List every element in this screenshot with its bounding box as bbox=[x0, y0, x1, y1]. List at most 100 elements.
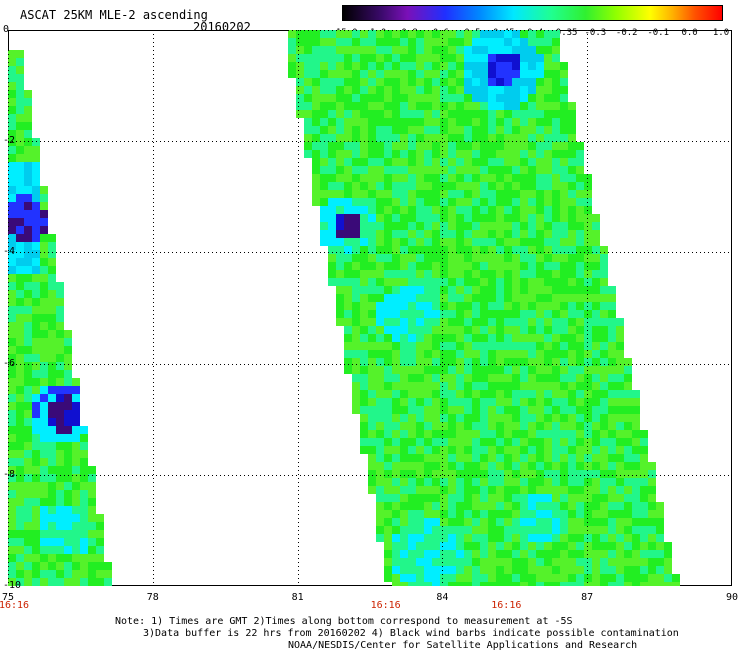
swath-cell bbox=[56, 306, 64, 314]
swath-cell bbox=[504, 374, 512, 382]
swath-cell bbox=[560, 326, 568, 334]
swath-cell bbox=[504, 358, 512, 366]
swath-cell bbox=[392, 414, 400, 422]
swath-cell bbox=[440, 350, 448, 358]
swath-cell bbox=[648, 566, 656, 574]
swath-cell bbox=[496, 150, 504, 158]
swath-cell bbox=[496, 230, 504, 238]
swath-cell bbox=[520, 310, 528, 318]
swath-cell bbox=[320, 54, 328, 62]
swath-cell bbox=[592, 558, 600, 566]
swath-cell bbox=[632, 542, 640, 550]
swath-cell bbox=[48, 266, 56, 274]
swath-cell bbox=[448, 510, 456, 518]
swath-cell bbox=[432, 46, 440, 54]
swath-cell bbox=[64, 426, 72, 434]
swath-cell bbox=[448, 374, 456, 382]
swath-cell bbox=[24, 370, 32, 378]
swath-cell bbox=[16, 202, 24, 210]
swath-cell bbox=[536, 542, 544, 550]
swath-cell bbox=[32, 162, 40, 170]
swath-cell bbox=[648, 470, 656, 478]
swath-cell bbox=[504, 62, 512, 70]
swath-cell bbox=[536, 222, 544, 230]
swath-cell bbox=[16, 266, 24, 274]
swath-cell bbox=[328, 142, 336, 150]
swath-cell bbox=[344, 38, 352, 46]
swath-cell bbox=[568, 262, 576, 270]
swath-cell bbox=[496, 94, 504, 102]
swath-cell bbox=[344, 70, 352, 78]
swath-cell bbox=[16, 322, 24, 330]
swath-cell bbox=[80, 562, 88, 570]
swath-cell bbox=[48, 538, 56, 546]
swath-cell bbox=[376, 366, 384, 374]
swath-cell bbox=[560, 142, 568, 150]
swath-cell bbox=[16, 258, 24, 266]
swath-cell bbox=[424, 342, 432, 350]
swath-cell bbox=[552, 94, 560, 102]
swath-cell bbox=[368, 166, 376, 174]
swath-cell bbox=[48, 434, 56, 442]
swath-cell bbox=[376, 54, 384, 62]
swath-cell bbox=[640, 470, 648, 478]
swath-cell bbox=[24, 498, 32, 506]
swath-cell bbox=[624, 526, 632, 534]
swath-cell bbox=[64, 450, 72, 458]
colorbar-label: -0.35 bbox=[550, 28, 578, 38]
swath-cell bbox=[352, 342, 360, 350]
swath-cell bbox=[336, 142, 344, 150]
swath-cell bbox=[472, 182, 480, 190]
swath-cell bbox=[376, 294, 384, 302]
swath-cell bbox=[400, 422, 408, 430]
swath-cell bbox=[488, 110, 496, 118]
swath-cell bbox=[32, 570, 40, 578]
swath-cell bbox=[24, 234, 32, 242]
swath-cell bbox=[448, 454, 456, 462]
swath-cell bbox=[616, 502, 624, 510]
swath-cell bbox=[592, 350, 600, 358]
swath-cell bbox=[392, 70, 400, 78]
swath-cell bbox=[448, 294, 456, 302]
swath-cell bbox=[504, 558, 512, 566]
swath-cell bbox=[448, 414, 456, 422]
swath-cell bbox=[336, 38, 344, 46]
swath-cell bbox=[408, 286, 416, 294]
swath-cell bbox=[440, 230, 448, 238]
swath-cell bbox=[536, 198, 544, 206]
swath-cell bbox=[376, 190, 384, 198]
swath-cell bbox=[344, 214, 352, 222]
swath-cell bbox=[480, 102, 488, 110]
swath-cell bbox=[480, 582, 488, 586]
swath-cell bbox=[464, 542, 472, 550]
swath-cell bbox=[520, 150, 528, 158]
swath-cell bbox=[472, 542, 480, 550]
swath-cell bbox=[568, 102, 576, 110]
swath-cell bbox=[560, 318, 568, 326]
swath-cell bbox=[520, 390, 528, 398]
swath-cell bbox=[400, 150, 408, 158]
swath-cell bbox=[648, 550, 656, 558]
swath-cell bbox=[528, 374, 536, 382]
swath-cell bbox=[528, 398, 536, 406]
swath-cell bbox=[400, 126, 408, 134]
swath-cell bbox=[384, 390, 392, 398]
swath-cell bbox=[488, 94, 496, 102]
swath-cell bbox=[512, 206, 520, 214]
swath-cell bbox=[392, 534, 400, 542]
swath-cell bbox=[24, 330, 32, 338]
swath-cell bbox=[488, 254, 496, 262]
swath-cell bbox=[8, 74, 16, 82]
swath-cell bbox=[376, 62, 384, 70]
swath-cell bbox=[536, 150, 544, 158]
swath-cell bbox=[456, 510, 464, 518]
swath-cell bbox=[472, 294, 480, 302]
swath-cell bbox=[408, 190, 416, 198]
swath-cell bbox=[632, 502, 640, 510]
swath-cell bbox=[464, 358, 472, 366]
swath-cell bbox=[512, 326, 520, 334]
swath-cell bbox=[448, 494, 456, 502]
swath-cell bbox=[416, 486, 424, 494]
swath-cell bbox=[496, 454, 504, 462]
swath-cell bbox=[536, 206, 544, 214]
